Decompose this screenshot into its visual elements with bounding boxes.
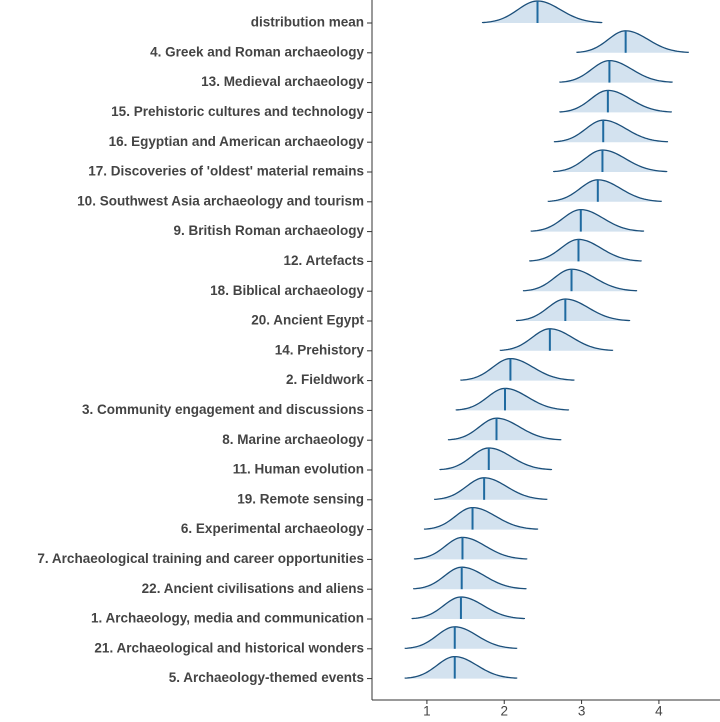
density [529,239,642,262]
density-outline [423,506,539,530]
density [553,150,667,172]
y-tick-label: 11. Human evolution [233,462,364,477]
y-tick-label: 14. Prehistory [275,342,365,357]
density [405,626,517,649]
density-outline [559,59,673,83]
y-tick-label: 20. Ancient Egypt [251,313,364,328]
y-tick-label: 15. Prehistoric cultures and technology [111,104,364,119]
y-tick-label: 9. British Roman archaeology [173,223,364,238]
density-outline [411,596,526,620]
y-tick-label: 18. Biblical archaeology [210,283,364,298]
y-tick-label: 12. Artefacts [283,253,364,268]
density [531,209,644,232]
density [548,179,662,202]
density [440,448,552,470]
density-outline [547,179,662,203]
density [460,358,574,381]
density-outline [559,89,672,113]
density [559,60,673,83]
x-tick-label: 3 [578,704,586,717]
density-outline [553,149,668,173]
density [413,567,526,590]
density-outline [530,208,645,232]
density [576,30,689,53]
y-tick-label: 3. Community engagement and discussions [82,402,364,417]
y-tick-label: 1. Archaeology, media and communication [91,611,364,626]
y-tick-label: 16. Egyptian and American archaeology [109,134,365,149]
density-outline [481,0,603,24]
density-outline [522,268,638,292]
density-outline [553,119,669,143]
y-tick-label: 17. Discoveries of 'oldest' material rem… [88,164,364,179]
y-tick-label: 7. Archaeological training and career op… [37,551,364,566]
y-tick-label: 6. Experimental archaeology [181,521,365,536]
y-tick-label: 13. Medieval archaeology [201,74,364,89]
density-outline [413,536,528,560]
y-tick-label: 8. Marine archaeology [222,432,364,447]
x-tick-label: 4 [655,704,663,717]
y-tick-label: 2. Fieldwork [286,372,365,387]
density [554,120,668,143]
density [405,656,517,679]
y-tick-label: 22. Ancient civilisations and aliens [142,581,364,596]
x-tick-label: 1 [423,704,431,717]
density [448,418,561,441]
y-tick-label: 10. Southwest Asia archaeology and touri… [77,193,364,208]
density [424,507,538,530]
density [559,90,672,113]
density [482,1,602,23]
y-tick-label: 19. Remote sensing [237,491,364,506]
x-tick-label: 2 [500,704,508,717]
density [456,388,569,411]
y-tick-label: 5. Archaeology-themed events [169,670,364,685]
density-outline [499,328,614,352]
density-outline [515,298,631,322]
density-outline [404,655,518,679]
density [516,299,630,321]
density [500,328,613,351]
density [414,537,527,560]
y-tick-label: 4. Greek and Roman archaeology [150,44,364,59]
density-outline [576,30,689,54]
density-outline [460,357,575,381]
y-tick-label: 21. Archaeological and historical wonder… [94,640,364,655]
density-outline [404,626,518,650]
density-outline [529,238,642,262]
y-tick-label: distribution mean [251,15,364,30]
density [434,477,547,500]
density-outline [439,447,553,471]
density-outline [433,477,548,501]
density [412,597,525,619]
density [523,269,637,292]
density-outline [455,387,570,411]
density-outline [413,566,527,590]
density-outline [447,417,562,441]
